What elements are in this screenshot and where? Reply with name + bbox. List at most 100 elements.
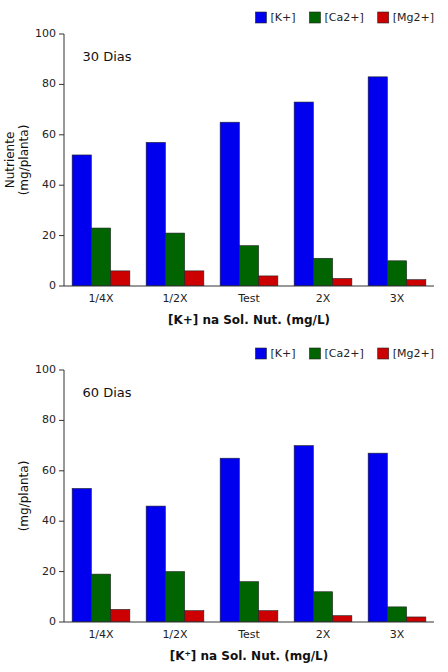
- legend-item: [Mg2+]: [378, 11, 434, 24]
- bar: [368, 453, 387, 622]
- y-tick: [59, 34, 64, 35]
- bar: [368, 77, 387, 286]
- bar: [387, 261, 406, 286]
- y-axis-line: [64, 34, 65, 286]
- chart: 0204060801001/4X1/2XTest2X3X[K+] na Sol.…: [3, 11, 434, 327]
- x-axis: 1/4X1/2XTest2X3X: [88, 292, 404, 305]
- bar: [220, 122, 239, 286]
- bars: [72, 77, 426, 286]
- bar: [407, 280, 426, 286]
- y-tick: [59, 470, 64, 471]
- y-label: Nutriente(mg/planta): [3, 125, 31, 196]
- legend-item: [K+]: [255, 11, 295, 24]
- x-tick-label: 2X: [316, 292, 331, 305]
- figure: 0 20 40 60 80 100 1/4X 1/2X Test 2X 3X [K+] na Sol.…: [0, 0, 448, 672]
- y-tick: [59, 235, 64, 236]
- y-label-line: (mg/planta): [17, 461, 31, 532]
- y-tick-label: 0: [49, 615, 56, 628]
- y-tick-label: 0: [49, 279, 56, 292]
- legend-label: [K+]: [270, 347, 295, 360]
- x-tick-label: 3X: [390, 292, 405, 305]
- bar: [165, 572, 184, 622]
- bar: [313, 592, 332, 622]
- y-tick: [59, 571, 64, 572]
- bar: [259, 276, 278, 286]
- legend: [K+] [Ca2+] [Mg2+]: [255, 11, 434, 24]
- legend-label: [Ca2+]: [324, 347, 363, 360]
- y-label: (mg/planta): [17, 461, 31, 532]
- bar: [72, 488, 91, 622]
- x-tick-label: 1/2X: [162, 628, 188, 641]
- y-tick-label: 40: [42, 178, 56, 191]
- y-tick-label: 40: [42, 514, 56, 527]
- legend: [K+] [Ca2+] [Mg2+]: [255, 347, 434, 360]
- bar: [259, 611, 278, 622]
- bar: [185, 611, 204, 622]
- legend-label: [Mg2+]: [393, 347, 434, 360]
- bar: [294, 102, 313, 286]
- bar: [387, 607, 406, 622]
- x-tick-label: 1/4X: [88, 628, 114, 641]
- y-tick-label: 100: [35, 27, 56, 40]
- y-tick-label: 60: [42, 128, 56, 141]
- y-tick: [59, 84, 64, 85]
- legend-swatch: [378, 348, 389, 359]
- bar: [333, 616, 352, 622]
- bar: [146, 506, 165, 622]
- bars: [72, 446, 426, 622]
- x-axis-line: [64, 286, 434, 287]
- y-tick: [59, 134, 64, 135]
- bar: [111, 271, 130, 286]
- bar: [72, 155, 91, 286]
- x-tick-label: 1/2X: [162, 292, 188, 305]
- legend-swatch: [309, 348, 320, 359]
- bar: [220, 458, 239, 622]
- x-tick-label: 3X: [390, 628, 405, 641]
- panel-title: 60 Dias: [83, 385, 132, 400]
- legend-swatch: [255, 12, 266, 23]
- bar: [91, 574, 110, 622]
- x-axis-line: [64, 622, 434, 623]
- y-tick: [59, 185, 64, 186]
- x-label: [K+] na Sol. Nut. (mg/L): [168, 313, 330, 327]
- bar: [111, 609, 130, 622]
- legend-item: [Mg2+]: [378, 347, 434, 360]
- y-tick: [59, 521, 64, 522]
- legend-item: [K+]: [255, 347, 295, 360]
- bar: [165, 233, 184, 286]
- x-tick-label: 2X: [316, 628, 331, 641]
- y-axis: 020406080100: [35, 27, 64, 292]
- bar: [313, 258, 332, 286]
- legend-item: [Ca2+]: [309, 11, 363, 24]
- bar: [91, 228, 110, 286]
- y-tick: [59, 286, 64, 287]
- legend-swatch: [309, 12, 320, 23]
- y-tick-label: 80: [42, 77, 56, 90]
- y-axis: 0 20 40 60 80 100: [35, 363, 64, 628]
- panel-title: 30 Dias: [83, 49, 132, 64]
- y-label-line: (mg/planta): [17, 125, 31, 196]
- legend-label: [Mg2+]: [393, 11, 434, 24]
- y-tick: [59, 370, 64, 371]
- y-tick-label: 100: [35, 363, 56, 376]
- x-label: [K⁺] na Sol. Nut. (mg/L): [170, 649, 328, 663]
- bar: [146, 142, 165, 286]
- bar: [239, 582, 258, 622]
- y-tick-label: 80: [42, 413, 56, 426]
- y-tick-label: 60: [42, 464, 56, 477]
- y-tick-label: 20: [42, 565, 56, 578]
- legend-swatch: [378, 12, 389, 23]
- bar: [407, 617, 426, 622]
- chart: 0 20 40 60 80 100 1/4X 1/2X Test 2X 3X [K⁺] na Sol.…: [17, 347, 434, 663]
- x-tick-label: Test: [237, 628, 260, 641]
- legend-swatch: [255, 348, 266, 359]
- y-tick: [59, 420, 64, 421]
- bar: [333, 278, 352, 286]
- x-axis: 1/4X 1/2X Test 2X 3X: [88, 628, 404, 641]
- bar: [294, 446, 313, 622]
- legend-item: [Ca2+]: [309, 347, 363, 360]
- y-axis-line: [64, 370, 65, 622]
- legend-label: [K+]: [270, 11, 295, 24]
- x-tick-label: Test: [237, 292, 260, 305]
- y-label-line: Nutriente: [3, 132, 17, 189]
